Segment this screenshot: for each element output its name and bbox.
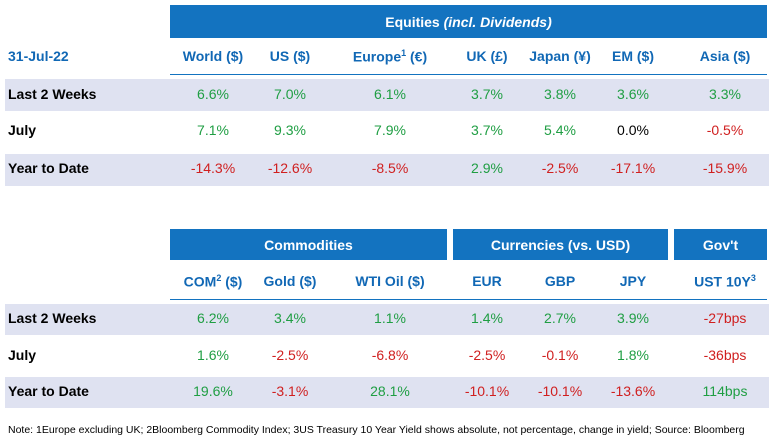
table2-cell: -10.1%: [464, 383, 510, 399]
table2-cell: -3.1%: [271, 383, 309, 399]
table2-col-header-1: Gold ($): [245, 273, 335, 289]
table2-cell: 1.1%: [374, 310, 406, 326]
table2-cell: 1.6%: [197, 347, 229, 363]
col-header-label: Europe: [352, 48, 402, 65]
table1-cell: 0.0%: [617, 122, 649, 138]
table1-cell: -17.1%: [610, 160, 656, 176]
report-date: 31-Jul-22: [8, 48, 69, 64]
table1-cell: 3.7%: [471, 122, 503, 138]
table2-col-header-6: UST 10Y3: [680, 273, 770, 290]
table2-cell: 1.8%: [617, 347, 649, 363]
table2-cell: -27bps: [703, 310, 747, 326]
equities-banner-title: Equities: [385, 13, 444, 30]
table2-header-rule: [170, 299, 767, 300]
table1-cell: 3.6%: [617, 86, 649, 102]
table1-cell: 7.0%: [274, 86, 306, 102]
table1-col-header-3: UK (£): [442, 48, 532, 64]
currencies-banner: Currencies (vs. USD): [453, 229, 668, 260]
col-header-unit: (€): [406, 48, 428, 65]
table1-cell: -0.5%: [706, 122, 744, 138]
table2-cell: 114bps: [702, 383, 748, 399]
table2-cell: -13.6%: [610, 383, 656, 399]
col-header-label: EUR: [472, 273, 502, 289]
table2-cell: -10.1%: [537, 383, 583, 399]
table2-cell: 2.7%: [544, 310, 576, 326]
col-header-label: US ($): [269, 48, 311, 64]
table1-col-header-6: Asia ($): [680, 48, 770, 64]
col-header-footnote-marker: 1: [401, 48, 407, 58]
table1-col-header-5: EM ($): [588, 48, 678, 64]
footnote: Note: 1Europe excluding UK; 2Bloomberg C…: [8, 424, 745, 436]
table2-cell: -2.5%: [468, 347, 506, 363]
col-header-label: JPY: [619, 273, 647, 289]
col-header-footnote-marker: 3: [750, 273, 756, 283]
table1-cell: 3.8%: [544, 86, 576, 102]
table2-row-label: July: [8, 347, 37, 363]
table2-cell: 6.2%: [197, 310, 229, 326]
table2-cell: -6.8%: [371, 347, 409, 363]
col-header-label: UST 10Y: [694, 273, 751, 290]
table1-band-row-3: [5, 154, 769, 186]
col-header-label: COM: [183, 273, 217, 290]
commodities-banner: Commodities: [170, 229, 447, 260]
col-header-label: Asia ($): [699, 48, 751, 64]
table2-row-label: Last 2 Weeks: [8, 310, 97, 326]
col-header-label: EM ($): [612, 48, 654, 64]
table1-col-header-1: US ($): [245, 48, 335, 64]
table2-cell: 1.4%: [471, 310, 503, 326]
table2-cell: 28.1%: [370, 383, 410, 399]
table1-cell: -15.9%: [702, 160, 748, 176]
col-header-label: Japan (¥): [529, 48, 591, 64]
table2-cell: 3.9%: [617, 310, 649, 326]
table2-row-label: Year to Date: [8, 383, 89, 399]
table1-cell: 7.9%: [374, 122, 406, 138]
table1-cell: 5.4%: [544, 122, 576, 138]
table1-cell: 2.9%: [471, 160, 503, 176]
equities-banner: Equities (incl. Dividends): [170, 5, 767, 38]
table2-cell: 3.4%: [274, 310, 306, 326]
table1-cell: 3.3%: [709, 86, 741, 102]
table2-col-header-4: GBP: [515, 273, 605, 289]
table1-col-header-4: Japan (¥): [515, 48, 605, 64]
table1-cell: -12.6%: [267, 160, 313, 176]
table2-col-header-2: WTI Oil ($): [345, 273, 435, 289]
table1-cell: -8.5%: [371, 160, 409, 176]
table1-cell: 6.6%: [197, 86, 229, 102]
commodities-banner-label: Commodities: [264, 236, 353, 253]
col-header-label: WTI Oil ($): [355, 273, 425, 289]
table1-row-label: Year to Date: [8, 160, 89, 176]
table1-band-row-1: [5, 79, 769, 111]
table1-row-label: Last 2 Weeks: [8, 86, 97, 102]
table2-band-row-1: [5, 304, 769, 335]
table1-cell: 3.7%: [471, 86, 503, 102]
table2-col-header-5: JPY: [588, 273, 678, 289]
table1-cell: 9.3%: [274, 122, 306, 138]
table1-cell: 6.1%: [374, 86, 406, 102]
table2-cell: -0.1%: [541, 347, 579, 363]
table1-col-header-0: World ($): [168, 48, 258, 64]
col-header-label: Gold ($): [263, 273, 317, 289]
table1-col-header-2: Europe1 (€): [345, 48, 435, 65]
table1-header-rule: [170, 74, 767, 75]
table2-col-header-3: EUR: [442, 273, 532, 289]
table1-row-label: July: [8, 122, 37, 138]
table2-col-header-0: COM2 ($): [168, 273, 258, 290]
table2-cell: 19.6%: [193, 383, 233, 399]
table1-cell: 7.1%: [197, 122, 229, 138]
table1-cell: -2.5%: [541, 160, 579, 176]
col-header-label: GBP: [544, 273, 576, 289]
table2-band-row-3: [5, 377, 769, 408]
col-header-label: World ($): [182, 48, 244, 64]
col-header-footnote-marker: 2: [216, 273, 222, 283]
govt-banner: Gov't: [674, 229, 767, 260]
currencies-banner-label: Currencies (vs. USD): [490, 236, 631, 253]
table1-cell: -14.3%: [190, 160, 236, 176]
col-header-unit: ($): [221, 273, 243, 290]
table2-cell: -2.5%: [271, 347, 309, 363]
table2-cell: -36bps: [703, 347, 747, 363]
govt-banner-label: Gov't: [702, 236, 739, 253]
col-header-label: UK (£): [466, 48, 508, 64]
equities-banner-subtitle: (incl. Dividends): [443, 13, 552, 30]
